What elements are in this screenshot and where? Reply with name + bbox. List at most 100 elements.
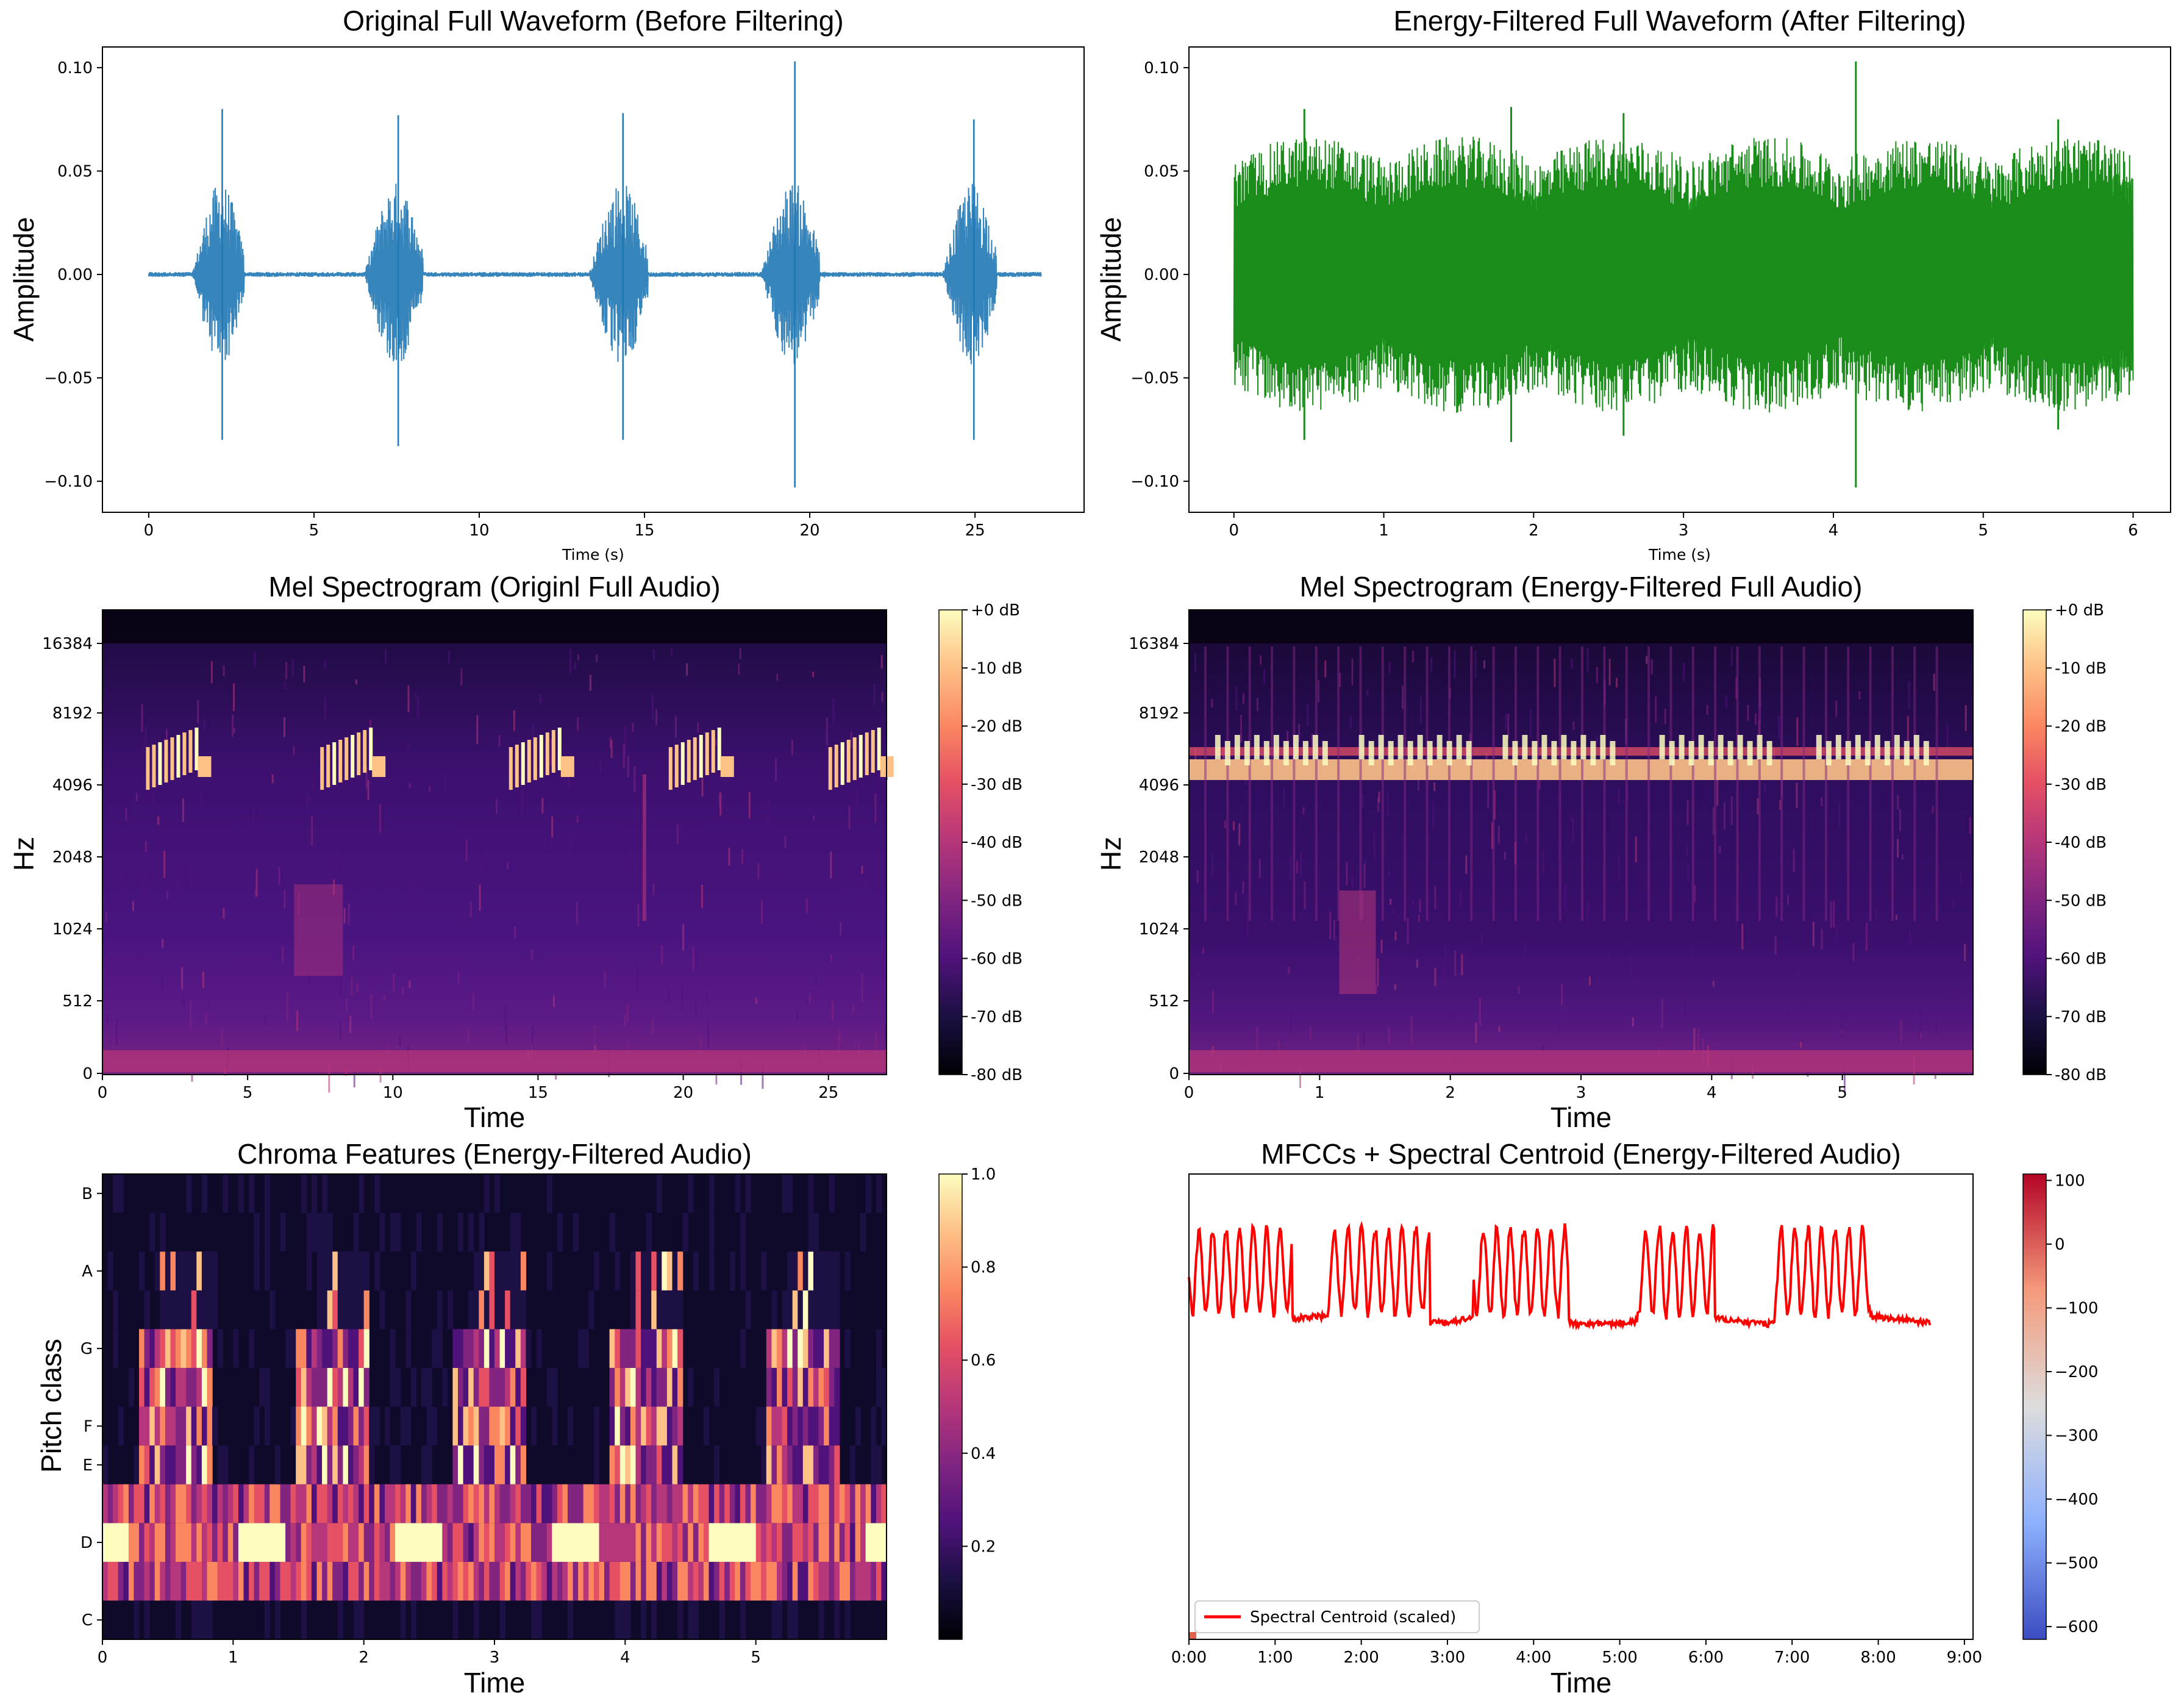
spectrogram-texture xyxy=(1290,1003,1292,1031)
chroma-cell xyxy=(264,1484,270,1523)
chroma-cell xyxy=(771,1600,777,1639)
low-frequency-band xyxy=(1189,1050,1973,1072)
chroma-cell xyxy=(442,1484,448,1523)
spectrogram-texture xyxy=(340,973,342,997)
chroma-cell xyxy=(499,1367,505,1407)
x-axis-label: Time xyxy=(1551,1101,1612,1133)
chroma-cell xyxy=(635,1251,641,1291)
spectrogram-texture xyxy=(1311,733,1313,746)
spectrogram-texture xyxy=(1920,1032,1922,1039)
vertical-transient xyxy=(1536,646,1540,921)
x-tick-label: 3 xyxy=(1679,521,1689,540)
call-harmonic xyxy=(1669,741,1675,765)
x-tick-label: 15 xyxy=(634,521,654,540)
chroma-cell xyxy=(499,1445,505,1484)
chroma-cell xyxy=(505,1561,511,1601)
chroma-cell xyxy=(128,1523,135,1562)
chroma-cell xyxy=(196,1523,202,1562)
chroma-cell xyxy=(269,1523,276,1562)
chroma-cell xyxy=(792,1523,798,1562)
spectrogram-texture xyxy=(203,719,205,730)
spectrogram-texture xyxy=(830,954,832,961)
x-axis-label: Time (s) xyxy=(1648,546,1711,564)
call-harmonic xyxy=(1874,735,1880,759)
call-harmonic xyxy=(865,732,869,775)
chroma-cell xyxy=(505,1290,511,1330)
chroma-cell xyxy=(546,1523,552,1562)
chroma-cell xyxy=(818,1251,824,1291)
colorbar-label: −600 xyxy=(2055,1618,2098,1636)
spectrogram-texture xyxy=(1755,713,1757,725)
spectrogram-texture xyxy=(105,912,107,922)
chroma-cell xyxy=(745,1561,751,1601)
chroma-cell xyxy=(154,1367,160,1407)
chroma-cell xyxy=(662,1561,668,1601)
chart-title: Mel Spectrogram (Energy-Filtered Full Au… xyxy=(1300,571,1863,603)
call-harmonic xyxy=(369,728,373,770)
chroma-cell xyxy=(494,1251,501,1291)
chroma-cell xyxy=(238,1174,244,1213)
chroma-cell xyxy=(515,1523,521,1562)
low-frequency-band xyxy=(102,1050,887,1072)
chroma-cell xyxy=(510,1445,516,1484)
chroma-cell xyxy=(217,1445,223,1484)
chroma-cell xyxy=(160,1523,166,1562)
chroma-cell xyxy=(615,1600,621,1639)
chroma-cell xyxy=(170,1445,176,1484)
chroma-cell xyxy=(201,1329,208,1368)
chroma-cell xyxy=(510,1212,516,1252)
chroma-cell xyxy=(473,1329,479,1368)
chroma-cell xyxy=(824,1484,830,1523)
chroma-cell xyxy=(552,1406,558,1446)
chroma-cell xyxy=(327,1251,333,1291)
chroma-cell xyxy=(526,1484,532,1523)
chroma-cell xyxy=(546,1251,552,1291)
spectrogram-texture xyxy=(1730,646,1733,667)
colorbar-label: -10 dB xyxy=(971,659,1022,678)
chroma-cell xyxy=(792,1561,798,1601)
chroma-cell xyxy=(363,1484,369,1523)
chroma-cell xyxy=(196,1329,202,1368)
chroma-cell xyxy=(217,1329,223,1368)
chroma-cell xyxy=(139,1367,145,1407)
chroma-cell xyxy=(677,1290,683,1330)
chroma-cell xyxy=(343,1329,349,1368)
chart-title: Chroma Features (Energy-Filtered Audio) xyxy=(237,1138,752,1170)
chroma-cell xyxy=(227,1484,234,1523)
chroma-cell xyxy=(630,1290,637,1330)
spectrogram-texture xyxy=(827,908,829,936)
chroma-cell xyxy=(249,1561,255,1601)
chroma-cell xyxy=(766,1523,772,1562)
vertical-transient xyxy=(1714,646,1717,921)
chroma-cell xyxy=(557,1561,563,1601)
chroma-cell xyxy=(254,1406,260,1446)
chroma-cell xyxy=(672,1367,678,1407)
chroma-cell xyxy=(708,1174,715,1213)
chroma-cell xyxy=(808,1367,814,1407)
call-harmonic xyxy=(1904,741,1910,765)
spectrogram-texture xyxy=(1378,791,1380,803)
call-harmonic xyxy=(1825,741,1832,765)
colorbar-label: -30 dB xyxy=(2055,776,2107,794)
chroma-cell xyxy=(808,1290,814,1330)
chroma-cell xyxy=(745,1174,751,1213)
chroma-cell xyxy=(802,1329,808,1368)
colorbar-label: −400 xyxy=(2055,1491,2098,1509)
chroma-cell xyxy=(191,1561,197,1601)
chroma-cell xyxy=(672,1251,678,1291)
y-tick-label: E xyxy=(83,1456,93,1475)
chroma-cell xyxy=(484,1290,490,1330)
chroma-cell xyxy=(123,1523,129,1562)
x-tick-label: 1:00 xyxy=(1257,1649,1293,1667)
chroma-cell xyxy=(813,1484,819,1523)
chroma-cell xyxy=(468,1290,474,1330)
spectrogram-texture xyxy=(1554,658,1556,687)
y-tick-label: 0.10 xyxy=(1144,59,1179,77)
spectrogram-texture xyxy=(1290,853,1292,880)
spectrogram-texture xyxy=(506,862,509,870)
chroma-cell xyxy=(499,1600,505,1639)
chroma-cell xyxy=(165,1523,171,1562)
chroma-cell xyxy=(322,1484,328,1523)
spectrogram-texture xyxy=(205,1012,207,1025)
spectrogram-texture xyxy=(655,709,657,725)
